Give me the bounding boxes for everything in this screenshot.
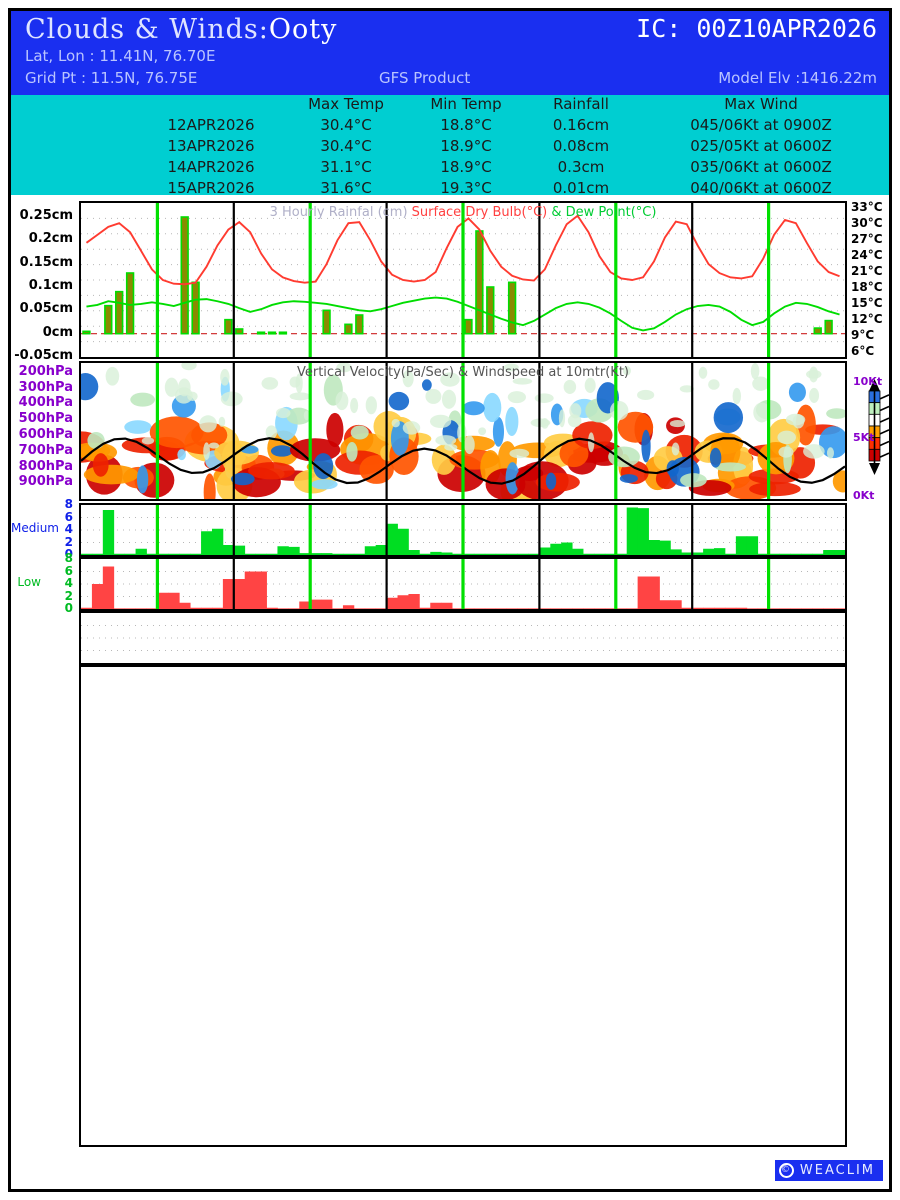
cell-min-temp: 19.3°C <box>440 179 492 195</box>
temp-tick-6: 15°C <box>851 295 883 310</box>
cell-max-temp: 30.4°C <box>320 116 372 134</box>
cloud-tick-4-2: 4 <box>64 576 73 590</box>
col-min-temp: Min Temp <box>430 95 502 113</box>
cell-date: 13APR2026 <box>167 137 255 155</box>
temp-tick-8: 9°C <box>851 327 875 342</box>
vv-tick-1: 300hPa <box>18 379 73 395</box>
cloud-tick-3-0: 8 <box>64 497 73 511</box>
vv-tick-3: 500hPa <box>18 411 73 427</box>
cell-max-temp: 31.6°C <box>320 179 372 195</box>
latlon-text: Lat, Lon : 11.41N, 76.70E <box>25 47 216 65</box>
vertical-velocity-panel: Vertical Velocity(Pa/Sec) & Windspeed at… <box>79 361 847 501</box>
temp-tick-5: 18°C <box>851 279 883 294</box>
init-condition: IC: 00Z10APR2026 <box>636 14 877 43</box>
cloud-tick-3-1: 6 <box>64 509 73 524</box>
upper-air-panel <box>79 665 847 1147</box>
temp-tick-7: 12°C <box>851 311 883 326</box>
temp-tick-3: 24°C <box>851 248 883 263</box>
cell-max-temp: 30.4°C <box>320 137 372 155</box>
rainfall-tick-2: 0.15cm <box>19 254 73 270</box>
header-banner: Clouds & Winds:Ooty IC: 00Z10APR2026 Lat… <box>11 11 889 95</box>
cell-max-temp: 31.1°C <box>320 158 372 176</box>
temp-tick-2: 27°C <box>851 232 883 247</box>
cell-date: 14APR2026 <box>167 158 255 176</box>
cloud-medium-panel <box>79 557 847 611</box>
cloud-label-cloud-low: Low <box>17 575 41 589</box>
cell-max-wind: 025/05Kt at 0600Z <box>690 137 832 155</box>
temp-tick-9: 6°C <box>851 343 875 358</box>
cell-max-wind: 035/06Kt at 0600Z <box>690 158 832 176</box>
cell-date: 15APR2026 <box>167 179 255 195</box>
vv-tick-2: 400hPa <box>18 395 73 411</box>
rainfall-temp-plot <box>81 203 845 357</box>
rainfall-tick-5: 0cm <box>42 324 73 340</box>
cloud-low-plot <box>81 625 845 651</box>
temp-tick-1: 30°C <box>851 216 883 231</box>
col-max-wind: Max Wind <box>724 95 798 113</box>
cloud-high-plot <box>81 505 845 555</box>
vv-tick-0: 200hPa <box>18 363 73 379</box>
rainfall-temp-panel: 3 Hourly Rainfal (cm) Surface Dry Bulb(°… <box>79 201 847 359</box>
cloud-label-cloud-medium: Medium <box>11 521 59 535</box>
title-location: Ooty <box>268 14 338 45</box>
vv-tick-4: 600hPa <box>18 426 73 442</box>
cloud-tick-4-3: 2 <box>64 588 73 603</box>
cloud-low-panel <box>79 611 847 665</box>
rainfall-tick-0: 0.25cm <box>19 208 73 223</box>
copyright-icon: © <box>778 1163 794 1178</box>
vertical-velocity-plot <box>81 363 845 499</box>
table-header-row: Max Temp Min Temp Rainfall Max Wind <box>11 95 889 116</box>
col-max-temp: Max Temp <box>308 95 384 113</box>
elevation-text: Model Elv :1416.22m <box>718 69 877 87</box>
cell-min-temp: 18.9°C <box>440 137 492 155</box>
cloud-medium-plot <box>81 559 845 609</box>
cloud-tick-4-0: 8 <box>64 551 73 565</box>
cloud-tick-3-2: 4 <box>64 522 73 536</box>
gridpoint-text: Grid Pt : 11.5N, 76.75E <box>25 69 198 87</box>
table-row: 12APR2026 30.4°C 18.8°C 0.16cm 045/06Kt … <box>11 116 889 137</box>
temp-tick-4: 21°C <box>851 264 883 279</box>
weaclim-logo: © WEACLIM <box>774 1160 883 1181</box>
cell-max-wind: 045/06Kt at 0900Z <box>690 116 832 134</box>
page-title: Clouds & Winds:Ooty <box>25 14 337 45</box>
rainfall-tick-1: 0.2cm <box>28 231 73 247</box>
table-row: 15APR2026 31.6°C 19.3°C 0.01cm 040/06Kt … <box>11 179 889 195</box>
cloud-tick-4-1: 6 <box>64 563 73 578</box>
vv-tick-6: 800hPa <box>18 458 73 474</box>
cloud-high-panel <box>79 503 847 557</box>
cell-rainfall: 0.01cm <box>552 179 610 195</box>
cell-date: 12APR2026 <box>167 116 255 134</box>
cloud-tick-3-3: 2 <box>64 534 73 549</box>
table-row: 14APR2026 31.1°C 18.9°C 0.3cm 035/06Kt a… <box>11 158 889 179</box>
vv-tick-5: 700hPa <box>18 442 73 458</box>
windspeed-colorbar: 10Kt 5Kt 0Kt <box>851 361 895 502</box>
product-text: GFS Product <box>379 69 471 87</box>
upper-air-plot <box>81 667 845 1145</box>
cloud-tick-4-4: 0 <box>64 601 73 615</box>
cell-max-wind: 040/06Kt at 0600Z <box>690 179 832 195</box>
temp-tick-0: 33°C <box>851 200 883 215</box>
col-rainfall: Rainfall <box>553 95 609 113</box>
logo-text: WEACLIM <box>799 1163 875 1178</box>
cell-min-temp: 18.8°C <box>440 116 492 134</box>
cell-rainfall: 0.16cm <box>552 116 610 134</box>
colorbar-tick-0: 10Kt <box>853 375 883 388</box>
title-prefix: Clouds & Winds: <box>25 14 269 45</box>
colorbar-tick-1: 5Kt <box>853 431 875 444</box>
cell-min-temp: 18.9°C <box>440 158 492 176</box>
colorbar-tick-2: 0Kt <box>853 489 875 502</box>
rainfall-tick-6: -0.05cm <box>14 348 73 363</box>
cell-rainfall: 0.08cm <box>552 137 610 155</box>
vv-tick-7: 900hPa <box>18 474 73 490</box>
rainfall-tick-4: 0.05cm <box>19 301 73 317</box>
chart-frame: Clouds & Winds:Ooty IC: 00Z10APR2026 Lat… <box>8 8 892 1192</box>
summary-table: Max Temp Min Temp Rainfall Max Wind 12AP… <box>11 95 889 195</box>
rainfall-tick-3: 0.1cm <box>28 278 73 293</box>
table-row: 13APR2026 30.4°C 18.9°C 0.08cm 025/05Kt … <box>11 137 889 158</box>
cell-rainfall: 0.3cm <box>557 158 605 176</box>
cloud-tick-3-4: 0 <box>64 547 73 561</box>
